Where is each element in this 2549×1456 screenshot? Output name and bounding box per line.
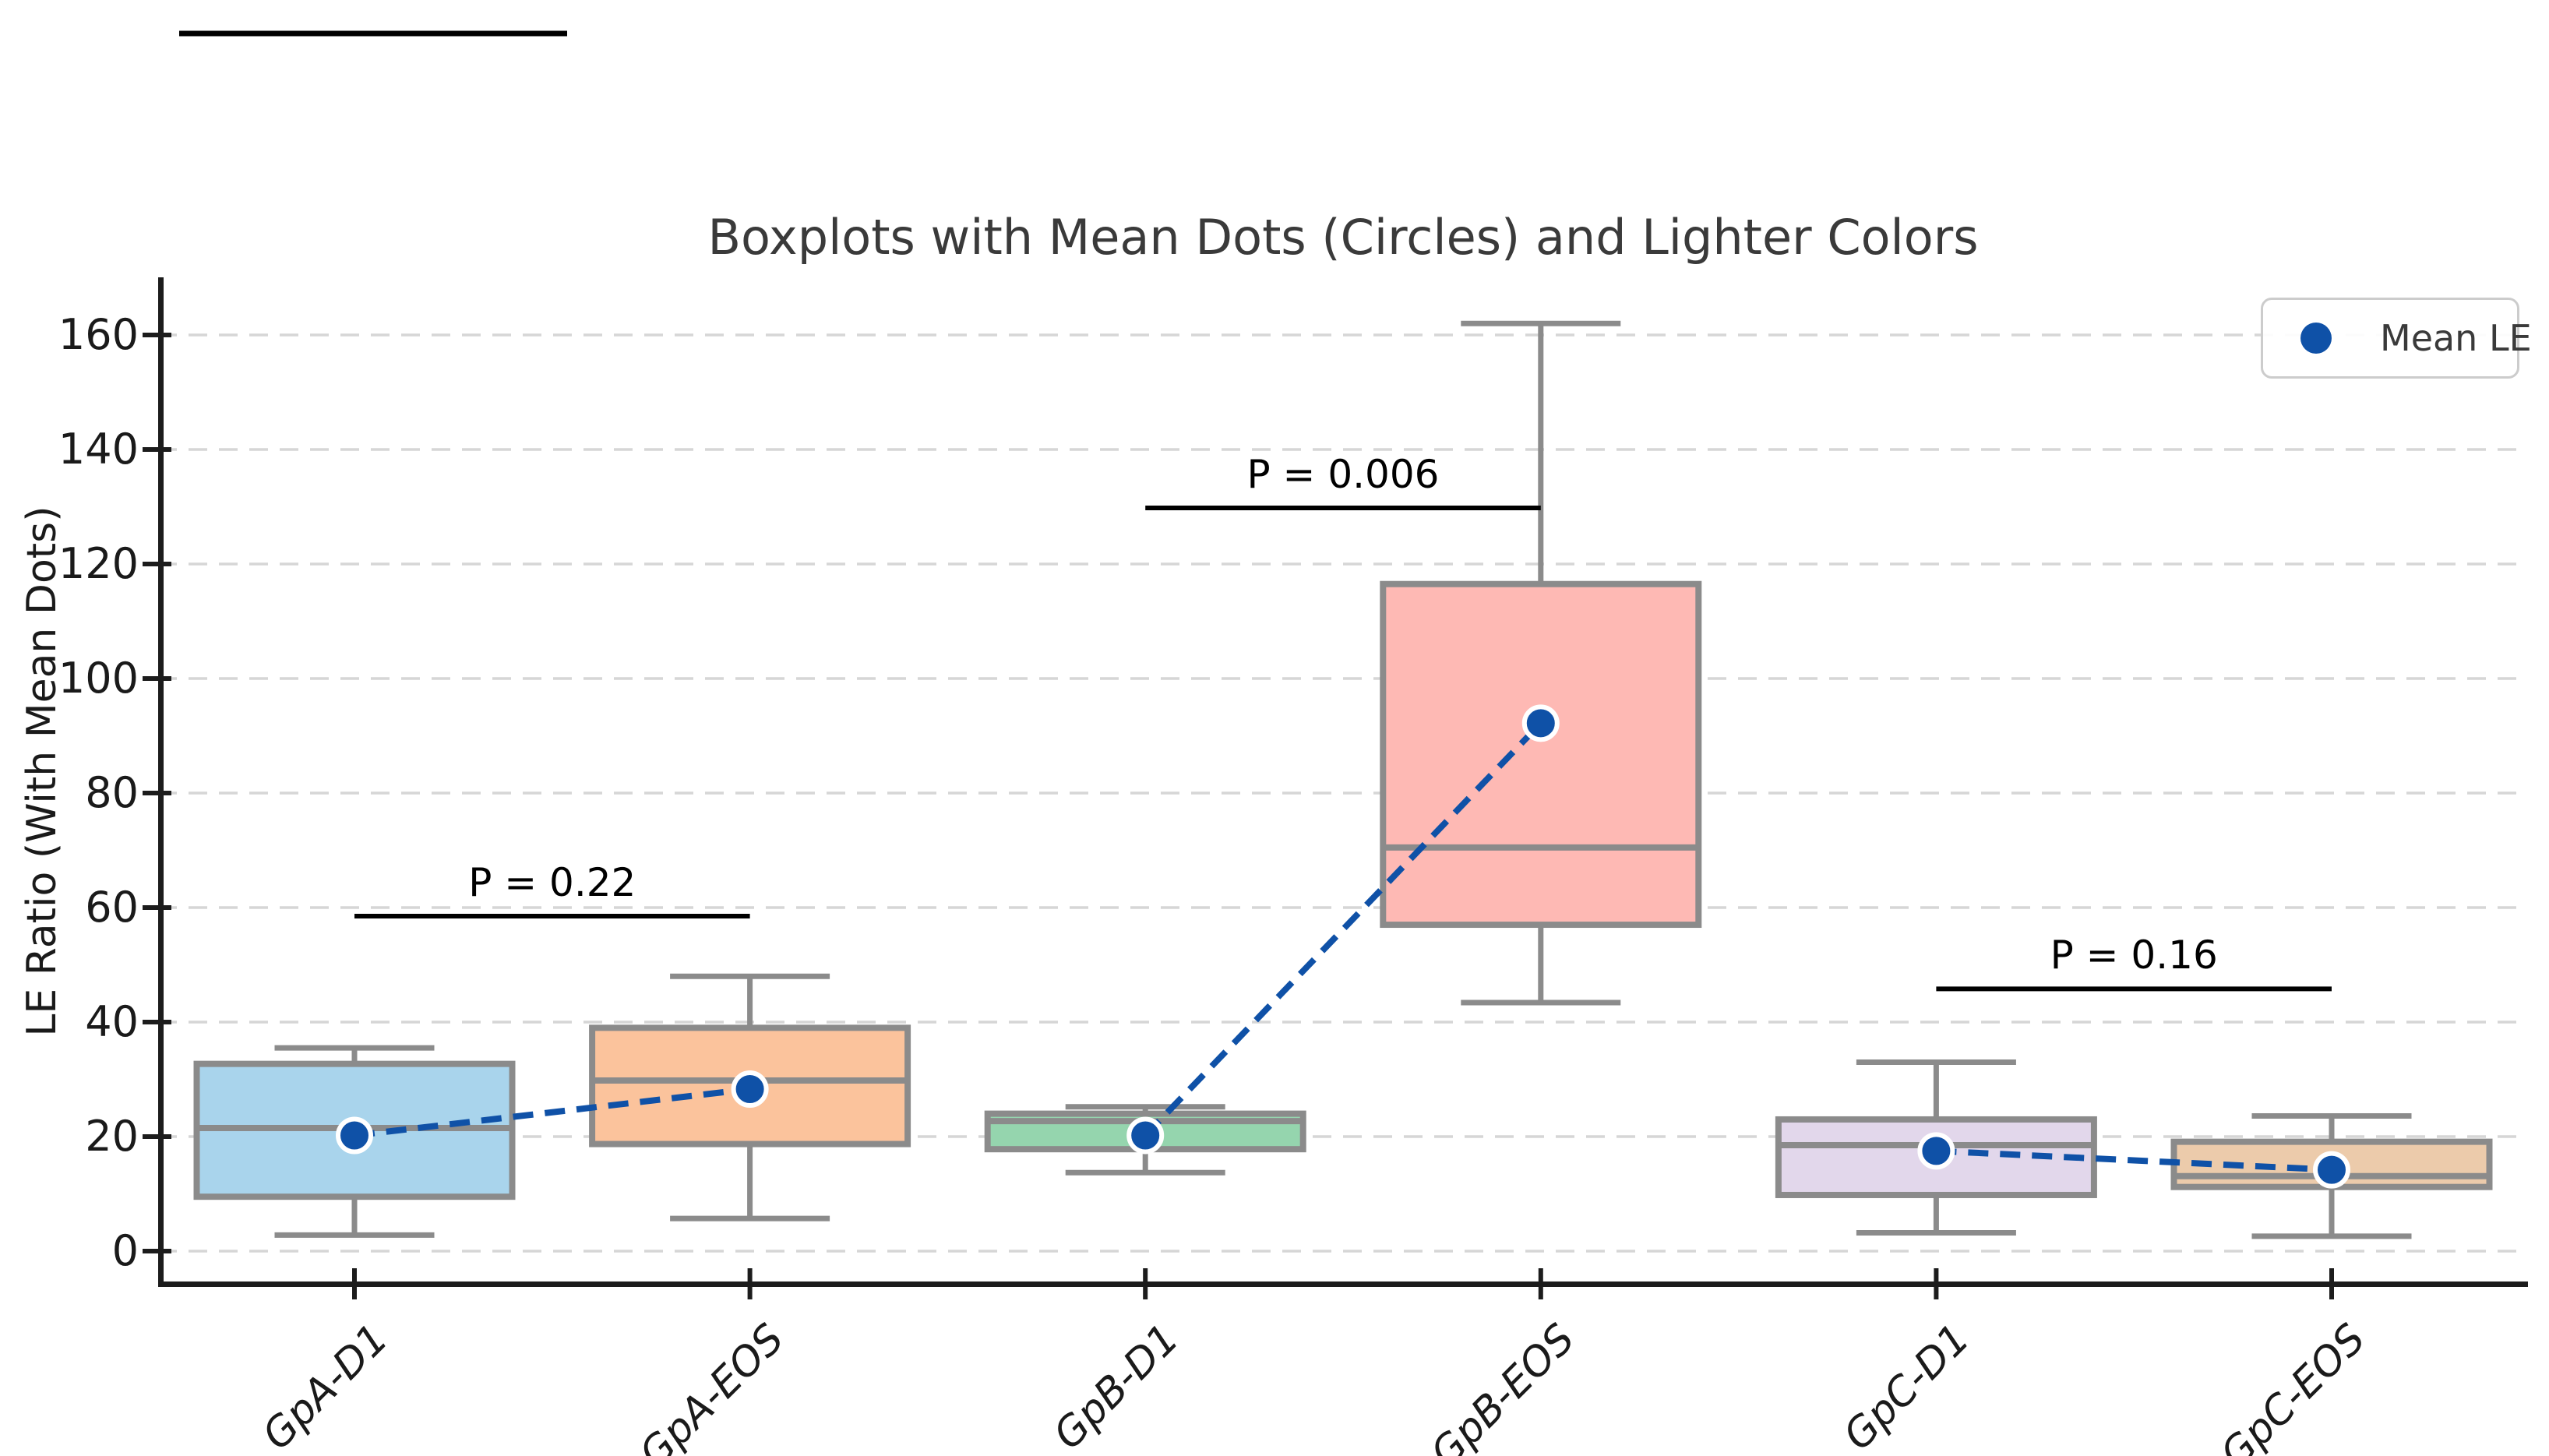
mean-dot-GpC-EOS — [2313, 1151, 2350, 1189]
mean-dot-GpA-EOS — [731, 1070, 769, 1108]
y-tick-label-120: 120 — [58, 539, 139, 588]
y-tick-label-80: 80 — [85, 768, 139, 817]
y-tick-label-100: 100 — [58, 654, 139, 703]
pvalue-label: P = 0.006 — [1246, 451, 1440, 497]
y-tick-label-20: 20 — [85, 1112, 139, 1161]
y-tick-label-0: 0 — [111, 1226, 139, 1275]
mean-connector-GpB-D1-GpB-EOS — [1143, 721, 1543, 1138]
mean-dot-GpB-EOS — [1521, 704, 1560, 742]
mean-connector-GpC-D1-GpC-EOS — [1936, 1148, 2332, 1173]
pvalue-label: P = 0.16 — [2050, 932, 2218, 978]
y-tick-label-60: 60 — [85, 883, 139, 932]
mean-dot-legend-icon — [2300, 323, 2332, 354]
y-tick-label-160: 160 — [58, 310, 139, 359]
mean-dot-GpC-D1 — [1917, 1132, 1955, 1170]
mean-dot-GpA-D1 — [336, 1116, 373, 1155]
mean-dot-GpB-D1 — [1126, 1116, 1165, 1155]
box-GpB-EOS — [1380, 580, 1702, 929]
y-tick-label-140: 140 — [58, 425, 139, 474]
pvalue-label: P = 0.22 — [468, 860, 636, 906]
legend-label: Mean LE — [2380, 317, 2532, 359]
chart-title: Boxplots with Mean Dots (Circles) and Li… — [707, 209, 1979, 266]
y-tick-label-40: 40 — [85, 997, 139, 1046]
mean-connector-GpA-D1-GpA-EOS — [354, 1086, 751, 1139]
legend: Mean LE — [2261, 298, 2532, 379]
